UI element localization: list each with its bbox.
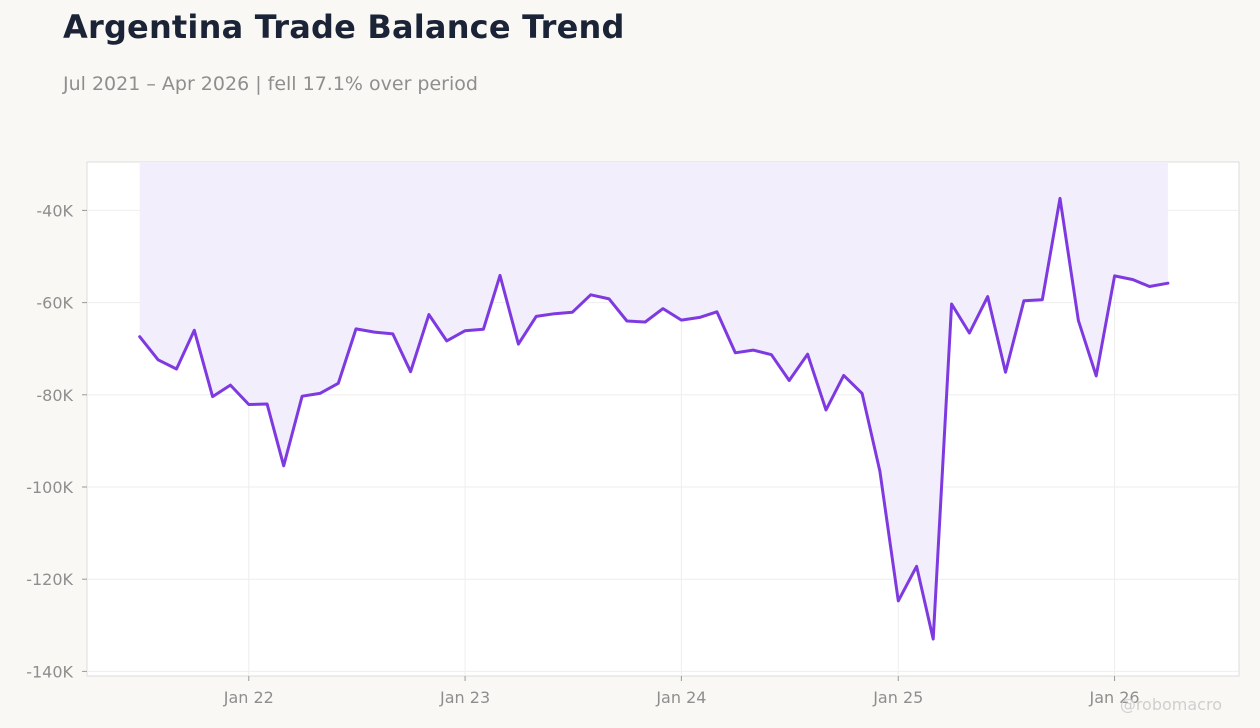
y-tick-label: -140K <box>26 662 73 681</box>
y-tick-label: -60K <box>36 294 73 313</box>
y-tick-label: -80K <box>36 386 73 405</box>
chart-subtitle: Jul 2021 – Apr 2026 | fell 17.1% over pe… <box>63 73 478 95</box>
x-tick-label: Jan 25 <box>872 688 923 707</box>
y-tick-label: -120K <box>26 570 73 589</box>
y-axis: -40K -60K -80K -100K -120K -140K <box>26 201 87 681</box>
chart-title: Argentina Trade Balance Trend <box>63 8 625 46</box>
series-area-fill <box>139 162 1168 640</box>
x-tick-label: Jan 24 <box>655 688 706 707</box>
x-tick-label: Jan 26 <box>1089 688 1140 707</box>
x-tick-label: Jan 22 <box>223 688 274 707</box>
series-line <box>138 196 1170 641</box>
y-tick-label: -40K <box>36 201 73 220</box>
x-axis: Jan 22 Jan 23 Jan 24 Jan 25 Jan 26 <box>223 676 1140 707</box>
watermark: @robomacro <box>1120 695 1222 714</box>
y-tick-label: -100K <box>26 478 73 497</box>
x-tick-label: Jan 23 <box>439 688 490 707</box>
